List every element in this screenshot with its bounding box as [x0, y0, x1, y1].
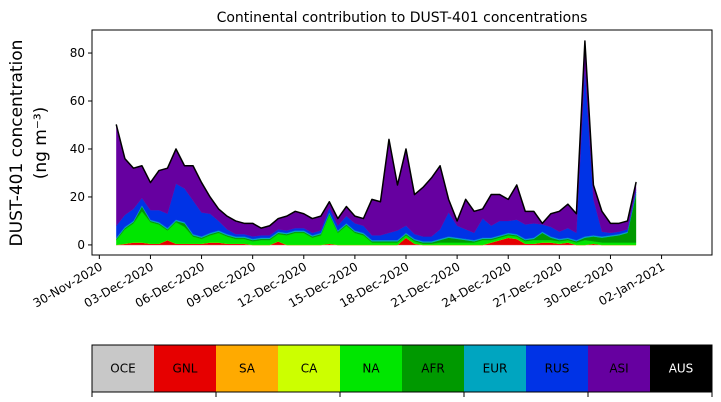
legend-swatch: [92, 345, 154, 392]
legend-frame: [91, 344, 713, 393]
legend-swatch: [216, 345, 278, 392]
legend-label: AFR: [421, 362, 444, 376]
legend-label: CA: [301, 362, 318, 376]
legend-label: OCE: [110, 362, 135, 376]
legend-label: RUS: [545, 362, 570, 376]
y-axis-unit: (ng m⁻³): [31, 107, 51, 180]
y-tick-label: 20: [70, 190, 85, 204]
legend-swatch: [340, 345, 402, 392]
legend-swatch: [402, 345, 464, 392]
y-tick-label: 60: [70, 94, 85, 108]
legend-label: EUR: [483, 362, 508, 376]
legend-label: NA: [362, 362, 380, 376]
legend-swatch: [588, 345, 650, 392]
area: [115, 40, 637, 229]
legend-label: ASI: [609, 362, 628, 376]
legend-swatch: [464, 345, 526, 392]
legend-swatch: [278, 345, 340, 392]
y-tick-label: 0: [77, 238, 85, 252]
legend-label: AUS: [669, 362, 694, 376]
legend-swatch: [526, 345, 588, 392]
y-tick-label: 80: [70, 46, 85, 60]
chart-title: Continental contribution to DUST-401 con…: [217, 10, 588, 26]
y-tick-label: 40: [70, 142, 85, 156]
legend-label: GNL: [173, 362, 198, 376]
legend-swatch: [650, 345, 712, 392]
plot-frame: [91, 29, 713, 256]
legend-swatch: [154, 345, 216, 392]
y-axis-label: DUST-401 concentration: [7, 40, 27, 247]
legend-label: SA: [239, 362, 256, 376]
